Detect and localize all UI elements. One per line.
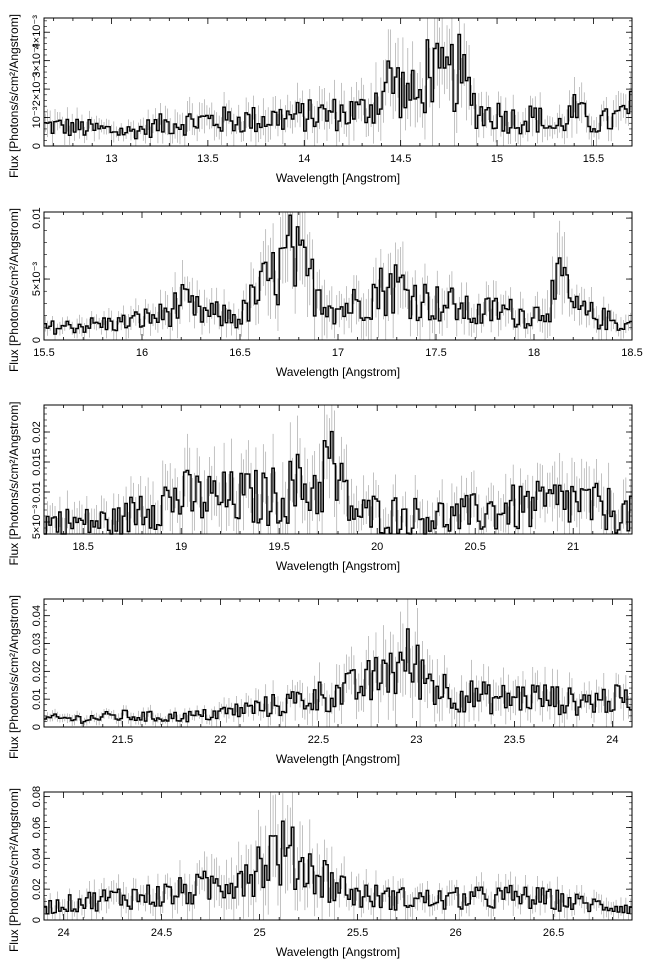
y-axis-title: Flux [Photons/s/cm²/Angstrom] — [7, 208, 21, 372]
x-tick-label: 25 — [253, 927, 265, 939]
y-tick-label: 3×10⁻³ — [31, 43, 43, 78]
x-tick-label: 18 — [528, 347, 540, 359]
x-tick-label: 13 — [105, 153, 117, 165]
x-tick-label: 13.5 — [197, 153, 218, 165]
y-tick-label: 10⁻³ — [31, 106, 43, 128]
error-bars — [44, 212, 632, 340]
error-bars — [44, 405, 632, 534]
spectrum-line — [44, 820, 632, 915]
y-tick-label: 0.02 — [31, 661, 43, 682]
x-tick-label: 22 — [214, 734, 226, 746]
x-tick-label: 21.5 — [112, 734, 133, 746]
y-tick-label: 0.02 — [31, 878, 43, 899]
x-tick-label: 23 — [410, 734, 422, 746]
x-tick-label: 24 — [57, 927, 69, 939]
y-tick-label: 0.02 — [31, 421, 43, 442]
y-tick-label: 5×10⁻³ — [31, 262, 43, 297]
y-axis-title: Flux [Photons/s/cm²/Angstrom] — [7, 788, 21, 952]
x-tick-label: 15.5 — [583, 153, 604, 165]
x-tick-label: 16.5 — [229, 347, 250, 359]
x-axis-title: Wavelength [Angstrom] — [276, 945, 400, 959]
x-tick-label: 22.5 — [308, 734, 329, 746]
x-tick-label: 23.5 — [504, 734, 525, 746]
y-axis-title: Flux [Photons/s/cm²/Angstrom] — [7, 14, 21, 178]
y-tick-label: 0 — [31, 724, 43, 730]
error-bars — [44, 599, 632, 727]
x-tick-label: 26 — [449, 927, 461, 939]
plot-frame — [43, 404, 633, 535]
y-tick-label: 0 — [31, 143, 43, 149]
spectrum-panel-3: 18.5 19 19.5 20 20.5 21 5×10⁻³ 0.01 0.015 0.02 Wav… — [7, 401, 633, 573]
spectrum-panel-2: 15.5 16 16.5 17 17.5 18 18.5 0 5×10⁻³ 0.01 Wavelen… — [7, 207, 643, 379]
x-axis-title: Wavelength [Angstrom] — [276, 559, 400, 573]
y-tick-label: 5×10⁻³ — [31, 505, 43, 540]
spectrum-panel-4: 21.5 22 22.5 23 23.5 24 0 0.01 0.02 0.03 0.04 Wavel… — [7, 595, 633, 766]
x-tick-label: 17 — [332, 347, 344, 359]
x-tick-label: 21 — [567, 541, 579, 553]
x-tick-label: 14.5 — [390, 153, 411, 165]
y-tick-label: 0.01 — [31, 207, 43, 228]
y-tick-label: 0.08 — [31, 786, 43, 807]
spectrum-panel-5: 24 24.5 25 25.5 26 26.5 0 0.02 0.04 0.06 0.08 Wavel… — [7, 786, 633, 959]
y-tick-label: 0.04 — [31, 848, 43, 869]
y-tick-label: 0 — [31, 917, 43, 923]
x-tick-label: 20.5 — [464, 541, 485, 553]
x-tick-label: 16 — [136, 347, 148, 359]
x-tick-label: 19.5 — [268, 541, 289, 553]
x-tick-label: 15 — [491, 153, 503, 165]
y-tick-label: 2×10⁻³ — [31, 72, 43, 107]
y-tick-label: 0.01 — [31, 481, 43, 502]
x-tick-label: 25.5 — [347, 927, 368, 939]
error-bars — [44, 792, 632, 920]
y-tick-label: 0.04 — [31, 605, 43, 626]
x-tick-label: 17.5 — [425, 347, 446, 359]
y-tick-label: 0 — [31, 337, 43, 343]
x-axis-title: Wavelength [Angstrom] — [276, 752, 400, 766]
y-axis-title: Flux [Photons/s/cm²/Angstrom] — [7, 595, 21, 759]
plot-frame — [43, 598, 633, 728]
x-tick-label: 26.5 — [543, 927, 564, 939]
y-tick-label: 4×10⁻³ — [31, 15, 43, 50]
spectrum-line — [44, 33, 632, 140]
x-tick-label: 24 — [606, 734, 618, 746]
x-tick-label: 14 — [298, 153, 310, 165]
spectrum-line — [44, 430, 632, 535]
y-tick-label: 0.01 — [31, 688, 43, 709]
x-tick-label: 18.5 — [72, 541, 93, 553]
x-axis-title: Wavelength [Angstrom] — [276, 365, 400, 379]
spectrum-line — [44, 628, 632, 724]
spectrum-line — [44, 214, 632, 335]
x-tick-label: 18.5 — [621, 347, 642, 359]
x-tick-label: 15.5 — [33, 347, 54, 359]
y-tick-label: 0.015 — [31, 448, 43, 476]
spectrum-panel-1: 13 13.5 14 14.5 15 15.5 0 10⁻³2×10⁻³3×10⁻³4×10⁻… — [7, 14, 633, 185]
x-axis-title: Wavelength [Angstrom] — [276, 171, 400, 185]
x-tick-label: 20 — [371, 541, 383, 553]
x-tick-label: 19 — [175, 541, 187, 553]
plot-frame — [43, 17, 633, 147]
x-tick-label: 24.5 — [151, 927, 172, 939]
y-tick-label: 0.03 — [31, 633, 43, 654]
y-tick-label: 0.06 — [31, 817, 43, 838]
y-axis-title: Flux [Photons/s/cm²/Angstrom] — [7, 401, 21, 565]
